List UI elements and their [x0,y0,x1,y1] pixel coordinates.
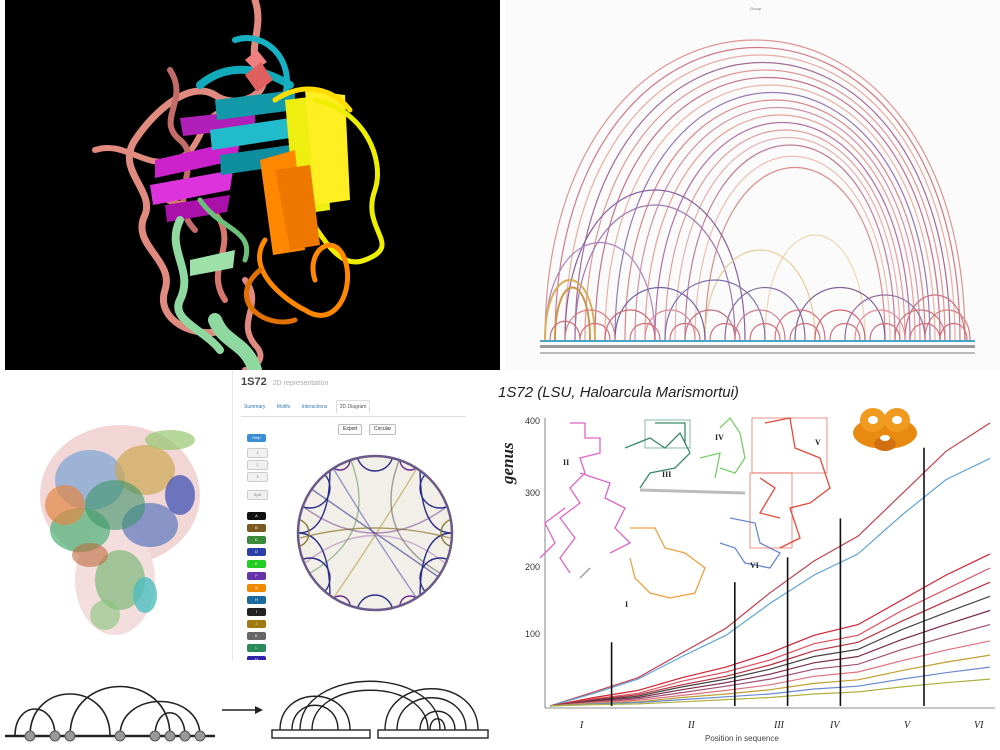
y-tick: 300 [524,488,540,498]
y-tick: 100 [524,629,540,639]
protein-ribbon-render [5,0,500,370]
inset-label: I [625,600,629,609]
circular-button[interactable]: Circular [369,424,397,435]
ribosome-structure [20,400,220,650]
ribbon-graph-svg [5,680,489,742]
domain-label: I [580,720,584,731]
chain-swatch[interactable]: L [247,644,266,652]
inset-label: III [662,470,672,479]
rna-2d-app: 1S72 2D representation Summary Motifs Int… [232,370,475,665]
chain-swatch[interactable]: A [247,512,266,520]
inset-label: IV [715,433,724,442]
chain-swatch[interactable]: D [247,548,266,556]
control-2[interactable]: 2 [247,460,268,470]
ribosome-svg [40,425,200,635]
vertex-dots [24,730,206,742]
inset-label: VI [750,561,759,570]
y-tick: 400 [524,416,540,426]
circular-diagram-svg [296,454,454,612]
app-title: 1S72 2D representation [241,376,329,388]
genus-series-line [549,640,991,707]
tab-bar: Summary Motifs Interactions 2D Diagram [241,400,466,417]
help-button[interactable]: Help [247,434,266,442]
chain-swatch[interactable]: F [247,572,266,580]
domain-label: VI [974,720,984,731]
genus-series-line [549,654,991,707]
genus-series-line [549,457,991,707]
chain-swatch[interactable]: E [247,560,266,568]
genus-plot-svg [539,408,995,709]
torus-genus3-icon [853,408,917,451]
arc-diagram-header: Group [750,6,762,11]
genus-series-line [549,609,991,707]
arc-diagram-svg [540,39,975,354]
genus-series-line [549,553,991,707]
split-button[interactable]: Split [247,490,268,500]
arc-diagram: Group [505,0,1000,370]
genus-series-line [549,595,991,707]
chart-title: 1S72 (LSU, Haloarcula Marismortui) [498,384,739,401]
chain-swatch[interactable]: H [247,596,266,604]
app-subtitle: 2D representation [272,380,329,387]
genus-series-line [549,666,991,707]
ribbon-graph-diagram [0,660,490,750]
inset-secondary-structures [539,416,831,599]
control-1[interactable]: 1 [247,448,268,458]
tab-2d-diagram[interactable]: 2D Diagram [335,400,371,414]
genus-chart: 1S72 (LSU, Haloarcula Marismortui) genus… [490,378,1000,750]
arrow-right-icon [222,706,263,714]
genus-series-line [549,624,991,707]
inset-label: V [815,438,821,447]
protein-ribbon-svg [92,0,385,370]
domain-label: II [688,720,695,731]
export-button[interactable]: Export [338,424,363,435]
domain-label: IV [830,720,840,731]
chain-swatch[interactable]: B [247,524,266,532]
tab-motifs[interactable]: Motifs [276,404,291,410]
chain-swatch[interactable]: K [247,632,266,640]
domain-label: V [904,720,911,731]
chain-swatch[interactable]: I [247,608,266,616]
control-3[interactable]: 3 [247,472,268,482]
chain-swatch[interactable]: J [247,620,266,628]
domain-label: III [774,720,784,731]
tab-summary[interactable]: Summary [244,404,266,410]
genus-series-line [549,581,991,707]
chain-swatch[interactable]: C [247,536,266,544]
inset-label: II [563,458,570,467]
genus-series-line [549,678,991,707]
chain-swatch[interactable]: G [247,584,266,592]
tab-interactions[interactable]: Interactions [301,404,328,410]
genus-series-line [549,422,991,707]
y-tick: 200 [524,562,540,572]
x-axis-label: Position in sequence [705,734,779,743]
genus-series-line [549,567,991,707]
